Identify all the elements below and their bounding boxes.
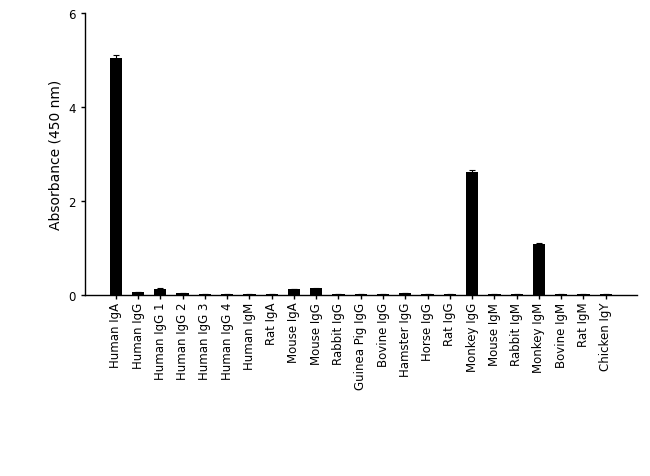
Bar [199, 294, 211, 295]
Bar [332, 294, 345, 295]
Bar [288, 289, 300, 295]
Bar [355, 294, 367, 295]
Bar [399, 294, 411, 295]
Bar [600, 294, 612, 295]
Bar [510, 294, 523, 295]
Bar [555, 294, 567, 295]
Bar [266, 294, 278, 295]
Bar [310, 288, 322, 295]
Bar [176, 293, 188, 295]
Bar [444, 294, 456, 295]
Bar [377, 294, 389, 295]
Bar [154, 289, 166, 295]
Bar [132, 292, 144, 295]
Bar [221, 294, 233, 295]
Y-axis label: Absorbance (450 nm): Absorbance (450 nm) [48, 80, 62, 229]
Bar [243, 294, 255, 295]
Bar [110, 59, 122, 295]
Bar [577, 294, 590, 295]
Bar [533, 245, 545, 295]
Bar [466, 172, 478, 295]
Bar [421, 294, 434, 295]
Bar [488, 294, 500, 295]
